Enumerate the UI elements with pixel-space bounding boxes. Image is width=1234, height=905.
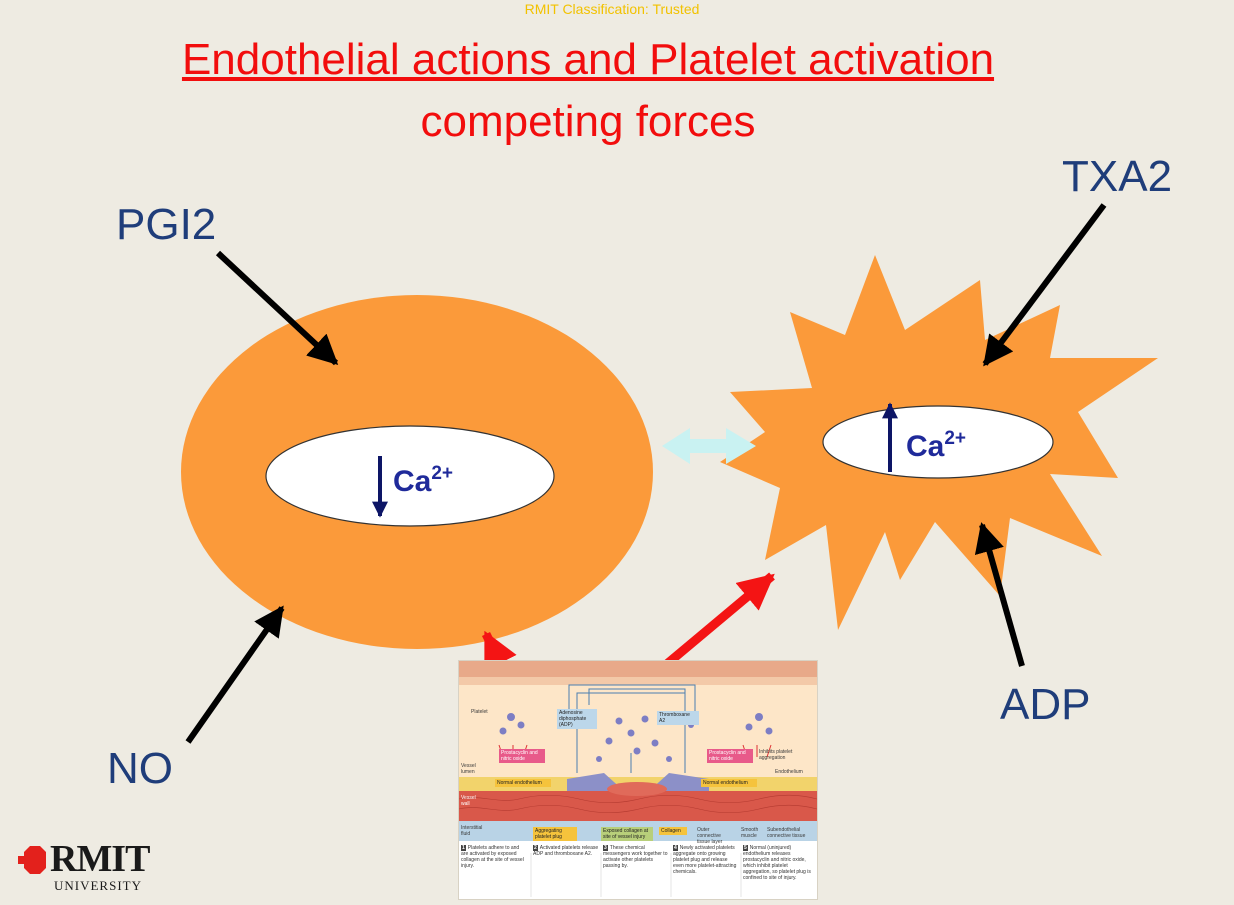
adp-arrow: [974, 522, 1025, 667]
inset-vessel-lumen-label: Vessel lumen: [461, 763, 476, 775]
hemostasis-inset-figure: Platelet Adenosine diphosphate (ADP) Thr…: [458, 660, 818, 900]
adp-label: ADP: [1000, 680, 1091, 729]
inset-normal-endothelium-left: Normal endothelium: [495, 779, 551, 787]
txa2-label: TXA2: [1062, 152, 1173, 201]
left-ca-ion: Ca: [393, 465, 432, 498]
step-4-number: 4: [673, 845, 678, 851]
step-5-number: 5: [743, 845, 748, 851]
endothelial-nucleus: [265, 425, 555, 527]
classification-label: RMIT Classification: Trusted: [524, 1, 700, 17]
step-2-text: Activated platelets release ADP and thro…: [533, 845, 599, 857]
inset-step-4: 4 Newly activated platelets aggregate ont…: [673, 845, 739, 875]
rmit-logo: RMIT UNIVERSITY: [16, 838, 156, 898]
pgi2-label: PGI2: [116, 200, 217, 249]
right-ca-ion: Ca: [906, 430, 945, 463]
step-5-text: Normal (uninjured) endothelium releases …: [743, 845, 811, 881]
inset-step-3: 3 These chemical messengers work together…: [603, 845, 669, 869]
right-ca-charge: 2+: [944, 428, 966, 449]
step-2-number: 2: [533, 845, 538, 851]
inset-aggregating-box: Aggregating platelet plug: [533, 827, 577, 841]
rmit-pixel-mark: [18, 846, 46, 874]
inset-prostacyclin-right-box: Prostacyclin and nitric oxide: [707, 749, 753, 763]
interaction-double-arrow: [662, 428, 756, 464]
rmit-logo-sub: UNIVERSITY: [54, 878, 142, 893]
step-3-number: 3: [603, 845, 608, 851]
slide-title: Endothelial actions and Platelet activat…: [181, 35, 995, 84]
step-3-text: These chemical messengers work together …: [603, 845, 668, 869]
left-ca-charge: 2+: [431, 463, 453, 484]
inset-inhibits-label: Inhibits platelet aggregation: [759, 749, 793, 761]
inset-step-1: 1 Platelets adhere to and are activated b…: [461, 845, 527, 869]
inset-exposed-box: Exposed collagen at site of vessel injur…: [601, 827, 653, 841]
pgi2-arrow: [215, 250, 339, 366]
right-calcium-label: Ca2+: [906, 428, 966, 463]
rmit-logo-word: RMIT: [50, 838, 150, 880]
txa2-arrow: [982, 203, 1107, 367]
inset-endothelium-label: Endothelium: [775, 769, 803, 775]
inset-interstitial-label: Interstitial fluid: [461, 825, 483, 837]
inset-platelet-label: Platelet: [471, 709, 488, 715]
no-label: NO: [107, 744, 173, 793]
slide-subtitle: competing forces: [420, 97, 756, 146]
inset-step-2: 2 Activated platelets release ADP and thr…: [533, 845, 599, 857]
inset-adp-box: Adenosine diphosphate (ADP): [557, 709, 597, 729]
platelet-nucleus: [822, 405, 1054, 479]
left-calcium-label: Ca2+: [393, 463, 453, 498]
inset-subendothelial-label: Subendothelial connective tissue: [767, 827, 806, 839]
step-1-number: 1: [461, 845, 466, 851]
inset-normal-endothelium-right: Normal endothelium: [701, 779, 757, 787]
step-1-text: Platelets adhere to and are activated by…: [461, 845, 524, 869]
no-arrow: [185, 605, 285, 744]
inset-prostacyclin-left-box: Prostacyclin and nitric oxide: [499, 749, 545, 763]
inset-outer-label: Outer connective tissue layer: [697, 827, 723, 845]
inset-drawing: [459, 661, 817, 899]
inset-thromboxane-box: Thromboxane A2: [657, 711, 699, 725]
inset-smooth-label: Smooth muscle: [741, 827, 759, 839]
inset-vessel-wall-label: Vessel wall: [461, 795, 476, 807]
inset-collagen-box: Collagen: [659, 827, 687, 835]
inset-step-5: 5 Normal (uninjured) endothelium releases…: [743, 845, 815, 881]
step-4-text: Newly activated platelets aggregate onto…: [673, 845, 737, 875]
